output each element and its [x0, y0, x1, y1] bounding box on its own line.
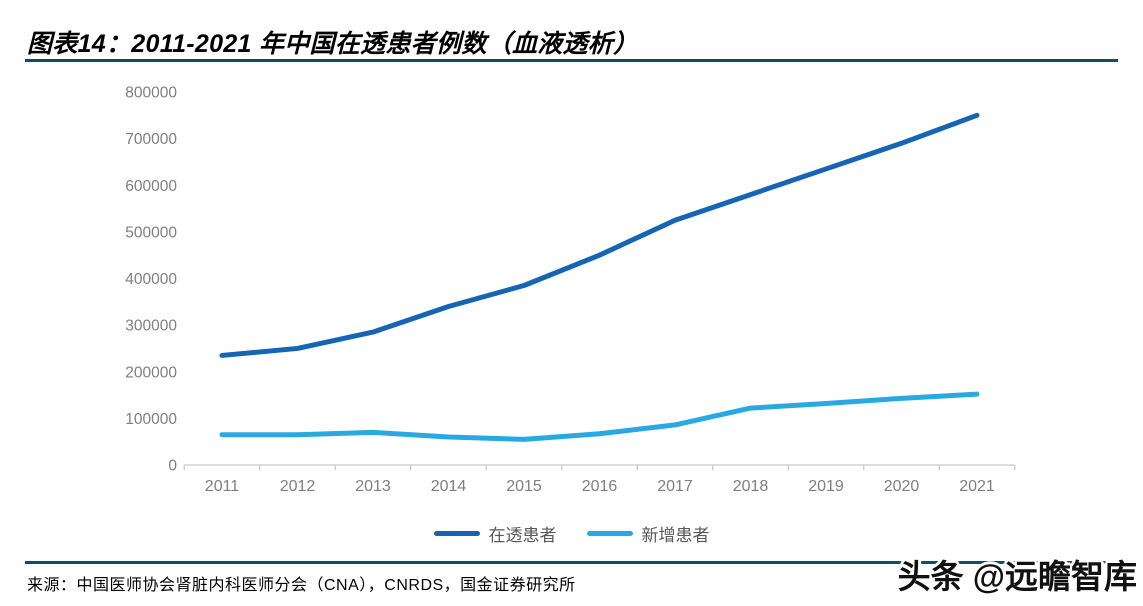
y-axis-tick-label: 600000 — [125, 178, 177, 195]
x-axis-tick-label: 2013 — [355, 478, 391, 495]
y-axis-tick-label: 100000 — [125, 411, 177, 428]
y-axis-tick-label: 500000 — [125, 224, 177, 241]
x-axis-tick-label: 2020 — [884, 478, 920, 495]
y-axis-tick-label: 400000 — [125, 271, 177, 288]
y-axis-tick-label: 700000 — [125, 131, 177, 148]
y-axis-tick-label: 800000 — [125, 85, 177, 102]
figure-title: 图表14：2011-2021 年中国在透患者例数（血液透析） — [27, 30, 639, 58]
footer-rule — [25, 561, 1118, 564]
y-axis-tick-label: 0 — [168, 458, 177, 475]
series-line-0 — [219, 112, 980, 358]
chart-legend: 在透患者 新增患者 — [0, 520, 1143, 546]
x-axis-tick-label: 2018 — [733, 478, 769, 495]
source-attribution: 来源：中国医师协会肾脏内科医师分会（CNA），CNRDS，国金证券研究所 — [27, 577, 576, 594]
legend-line-swatch-light-blue — [586, 530, 633, 536]
legend-line-swatch-dark-blue — [433, 530, 480, 536]
legend-label: 在透患者 — [488, 525, 557, 545]
series-line-1 — [219, 391, 980, 442]
legend-item-dialysis-patients: 在透患者 — [433, 521, 557, 546]
watermark-yuanzhan-zhiku: 头条 @远瞻智库 — [897, 558, 1137, 595]
y-axis-tick-label: 300000 — [125, 318, 177, 335]
x-axis-tick-label: 2021 — [959, 478, 995, 495]
title-rule — [25, 59, 1118, 62]
legend-item-new-patients: 新增患者 — [586, 521, 710, 546]
x-axis-tick-label: 2019 — [808, 478, 844, 495]
x-axis-tick-label: 2012 — [280, 478, 316, 495]
y-axis-tick-label: 200000 — [125, 364, 177, 381]
legend-label: 新增患者 — [641, 525, 710, 545]
x-axis-tick-label: 2011 — [205, 478, 240, 495]
x-axis-tick-label: 2017 — [657, 478, 693, 495]
x-axis-tick-label: 2015 — [506, 478, 542, 495]
x-axis-tick-label: 2016 — [582, 478, 618, 495]
x-axis-tick-label: 2014 — [431, 478, 467, 495]
